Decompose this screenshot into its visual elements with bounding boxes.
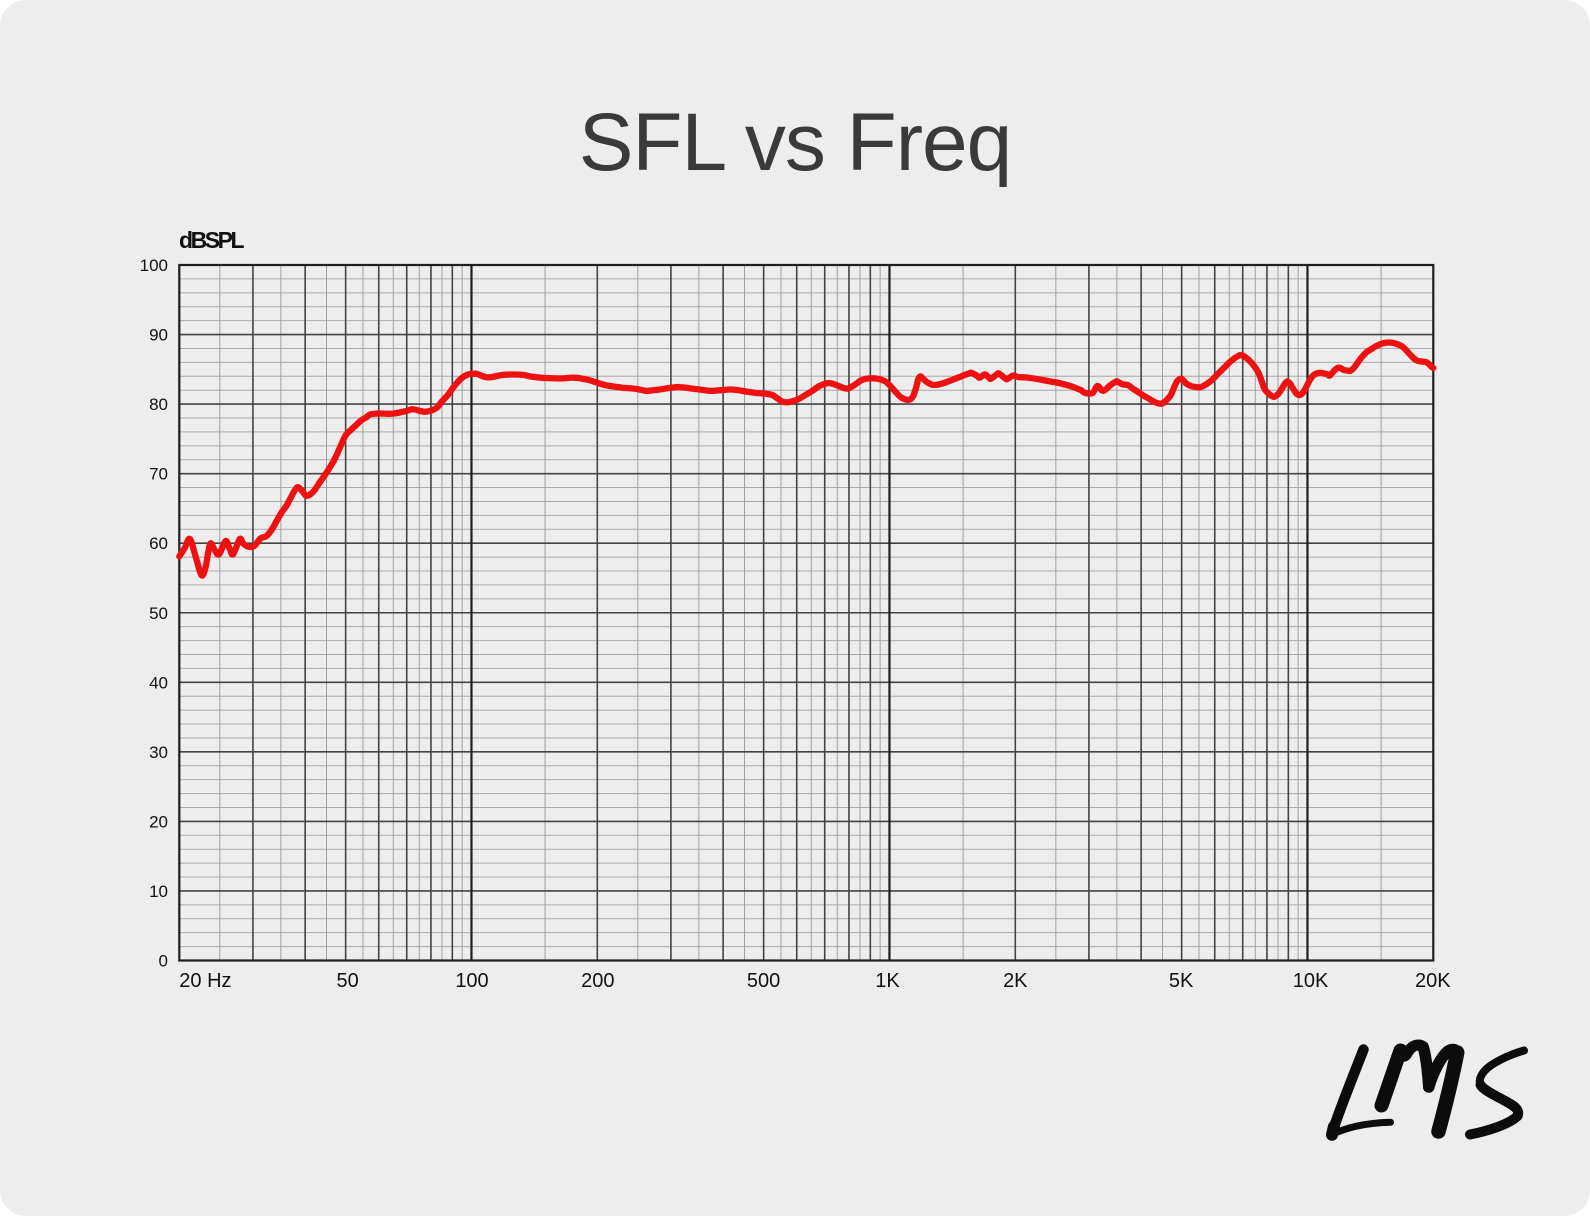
- svg-text:10K: 10K: [1293, 970, 1329, 992]
- svg-text:2K: 2K: [1003, 970, 1028, 992]
- svg-text:100: 100: [455, 970, 488, 992]
- svg-text:500: 500: [747, 970, 780, 992]
- svg-text:60: 60: [149, 534, 168, 553]
- svg-text:0: 0: [159, 952, 168, 971]
- svg-text:20K: 20K: [1415, 970, 1451, 992]
- svg-text:20 Hz: 20 Hz: [179, 970, 231, 992]
- svg-text:1K: 1K: [875, 970, 900, 992]
- svg-text:50: 50: [149, 604, 168, 623]
- svg-text:10: 10: [149, 882, 168, 901]
- svg-text:5K: 5K: [1169, 970, 1194, 992]
- svg-text:20: 20: [149, 812, 168, 831]
- svg-text:100: 100: [140, 256, 168, 275]
- svg-text:200: 200: [581, 970, 614, 992]
- svg-text:90: 90: [149, 326, 168, 345]
- svg-text:70: 70: [149, 465, 168, 484]
- svg-text:30: 30: [149, 743, 168, 762]
- svg-text:40: 40: [149, 673, 168, 692]
- svg-text:80: 80: [149, 395, 168, 414]
- svg-text:50: 50: [336, 970, 358, 992]
